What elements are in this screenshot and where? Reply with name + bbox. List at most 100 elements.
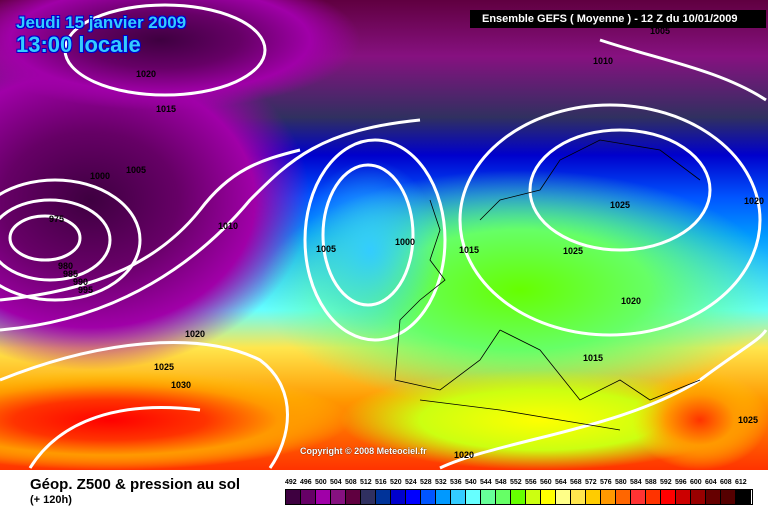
isobar-label: 1020 [744, 196, 764, 206]
isobar-label: 1015 [459, 245, 479, 255]
scale-label: 600 [690, 479, 702, 486]
scale-swatch [571, 490, 586, 504]
scale-label: 556 [525, 479, 537, 486]
isobar-label: 1025 [610, 200, 630, 210]
color-scale-legend: 492 496 500 504 508 512 516 520 524 528 532 536 540 5… [285, 478, 755, 506]
isobar-label: 1020 [454, 450, 474, 460]
scale-label: 544 [480, 479, 492, 486]
scale-label: 508 [345, 479, 357, 486]
isobar-label: 1000 [395, 237, 415, 247]
scale-swatch [496, 490, 511, 504]
scale-swatch [661, 490, 676, 504]
scale-label: 524 [405, 479, 417, 486]
forecast-time: 13:00 locale [16, 32, 141, 57]
isobar-label: 980 [58, 261, 73, 271]
scale-swatch [406, 490, 421, 504]
scale-swatch [541, 490, 556, 504]
scale-swatch [511, 490, 526, 504]
scale-label: 580 [615, 479, 627, 486]
scale-label: 532 [435, 479, 447, 486]
scale-swatch [391, 490, 406, 504]
scale-label: 552 [510, 479, 522, 486]
scale-swatch [721, 490, 736, 504]
scale-label: 572 [585, 479, 597, 486]
scale-label: 540 [465, 479, 477, 486]
scale-swatch [481, 490, 496, 504]
scale-label: 596 [675, 479, 687, 486]
isobar-label: 1010 [218, 221, 238, 231]
model-header: Ensemble GEFS ( Moyenne ) - 12 Z du 10/0… [470, 10, 766, 28]
scale-swatch [586, 490, 601, 504]
scale-labels: 492 496 500 504 508 512 516 520 524 528 532 536 540 5… [285, 478, 755, 488]
scale-label: 608 [720, 479, 732, 486]
isobar-label: 985 [63, 269, 78, 279]
isobar-label: 1025 [738, 415, 758, 425]
scale-swatch [526, 490, 541, 504]
scale-swatch [376, 490, 391, 504]
scale-swatch [451, 490, 466, 504]
scale-swatch [301, 490, 316, 504]
scale-swatch [436, 490, 451, 504]
coastlines [394, 139, 701, 431]
scale-label: 588 [645, 479, 657, 486]
isobar-label: 1020 [621, 296, 641, 306]
isobar-label: 995 [78, 285, 93, 295]
scale-swatch [331, 490, 346, 504]
isobar-labels: 1005 1020 1015 1010 1005 1000 975 980 98… [49, 26, 764, 460]
isobar-label: 1015 [583, 353, 603, 363]
scale-label: 492 [285, 479, 297, 486]
isobar-label: 1005 [316, 244, 336, 254]
scale-label: 504 [330, 479, 342, 486]
scale-label: 496 [300, 479, 312, 486]
scale-swatch [631, 490, 646, 504]
isobar-label: 1020 [136, 69, 156, 79]
scale-swatch [676, 490, 691, 504]
scale-swatch [346, 490, 361, 504]
scale-label: 548 [495, 479, 507, 486]
scale-bar [285, 489, 753, 505]
weather-map: 1005 1020 1015 1010 1005 1000 975 980 98… [0, 0, 768, 470]
scale-swatch [286, 490, 301, 504]
scale-swatch [616, 490, 631, 504]
isobar-label: 1025 [563, 246, 583, 256]
scale-label: 516 [375, 479, 387, 486]
forecast-range: (+ 120h) [30, 494, 72, 506]
scale-swatch [706, 490, 721, 504]
scale-label: 528 [420, 479, 432, 486]
scale-label: 584 [630, 479, 642, 486]
isobar-label: 1020 [185, 329, 205, 339]
scale-swatch [646, 490, 661, 504]
scale-swatch [736, 490, 751, 504]
scale-label: 520 [390, 479, 402, 486]
scale-label: 536 [450, 479, 462, 486]
scale-swatch [361, 490, 376, 504]
scale-swatch [421, 490, 436, 504]
scale-swatch [556, 490, 571, 504]
isobar-label: 1005 [650, 26, 670, 36]
isobar-label: 1015 [156, 104, 176, 114]
scale-label: 576 [600, 479, 612, 486]
isobar-label: 1005 [126, 165, 146, 175]
isobar-label: 1010 [593, 56, 613, 66]
isobar-label: 990 [73, 277, 88, 287]
scale-swatch [691, 490, 706, 504]
map-title: Géop. Z500 & pression au sol [30, 476, 241, 493]
isobar-label: 1030 [171, 380, 191, 390]
copyright: Copyright © 2008 Meteociel.fr [300, 446, 427, 456]
scale-label: 592 [660, 479, 672, 486]
forecast-date: Jeudi 15 janvier 2009 [16, 13, 187, 32]
scale-swatch [316, 490, 331, 504]
scale-swatch [466, 490, 481, 504]
scale-label: 568 [570, 479, 582, 486]
scale-swatch [601, 490, 616, 504]
scale-label: 560 [540, 479, 552, 486]
isobar-label: 975 [49, 214, 64, 224]
scale-label: 612 [735, 479, 747, 486]
scale-label: 512 [360, 479, 372, 486]
isobar-label: 1025 [154, 362, 174, 372]
isobar-label: 1000 [90, 171, 110, 181]
scale-label: 604 [705, 479, 717, 486]
scale-label: 500 [315, 479, 327, 486]
scale-label: 564 [555, 479, 567, 486]
